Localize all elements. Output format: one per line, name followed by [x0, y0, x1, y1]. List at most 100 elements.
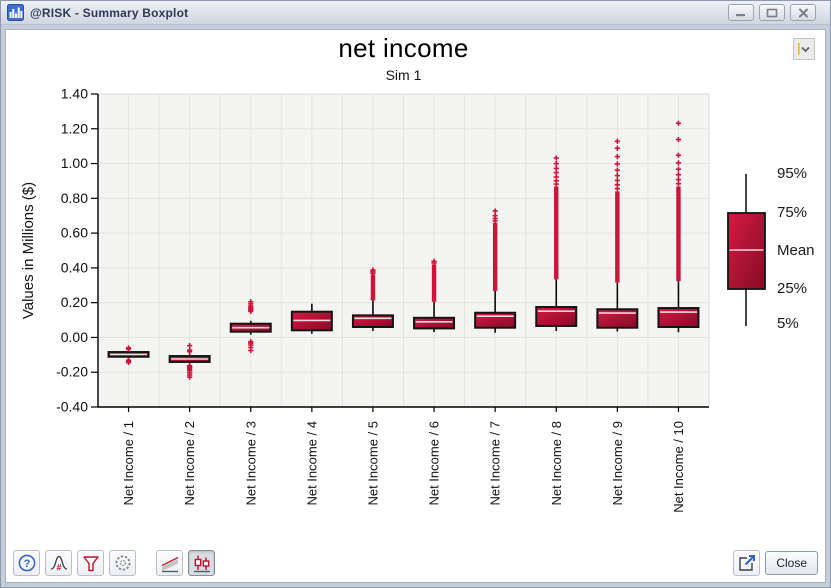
outlier-mark — [188, 347, 191, 353]
y-tick-label: 0.00 — [61, 329, 88, 345]
outlier-mark — [616, 161, 619, 167]
x-axis-label: Net Income / 3 — [243, 421, 258, 506]
export-arrow-icon — [739, 554, 755, 571]
x-axis-label: Net Income / 5 — [365, 421, 380, 506]
chart-panel: net income Sim 1 -0.40 -0.20 0.00 0.20 0.40 0… — [5, 29, 826, 583]
boxplot-series-3: Net Income / 3 — [229, 299, 272, 506]
outlier-mark — [677, 176, 680, 183]
settings-button[interactable] — [109, 549, 136, 576]
gear-icon — [114, 554, 131, 571]
outlier-mark — [677, 120, 680, 126]
outlier-mark — [555, 155, 558, 161]
legend-label: Mean — [777, 242, 815, 259]
outlier-mark — [677, 152, 680, 158]
outlier-mark — [494, 213, 496, 219]
svg-text:?: ? — [23, 558, 30, 570]
legend-label: 25% — [777, 280, 807, 297]
filter-button[interactable] — [77, 549, 104, 576]
outlier-mark — [616, 154, 619, 160]
outlier-mark — [677, 181, 680, 187]
outlier-mark — [555, 178, 558, 184]
outlier-mark — [494, 215, 496, 222]
minimize-button[interactable] — [728, 4, 754, 21]
svg-text:#: # — [56, 562, 61, 572]
y-tick-label: 0.60 — [61, 225, 88, 241]
x-axis-label: Net Income / 9 — [610, 421, 625, 506]
outlier-mark — [555, 165, 558, 172]
x-axis-label: Net Income / 7 — [488, 421, 503, 506]
y-axis-title: Values in Millions ($) — [20, 182, 37, 319]
boxplot-icon — [193, 555, 210, 572]
outlier-mark — [555, 169, 558, 176]
window-controls — [728, 4, 816, 21]
boxplot-chart: -0.40 -0.20 0.00 0.20 0.40 0.60 0.80 1.00 1.20 1.… — [20, 86, 815, 513]
legend: 95% 75% Mean 25% 5% — [727, 165, 815, 332]
chart-subtitle: Sim 1 — [385, 67, 422, 83]
y-tick-label: 1.00 — [61, 155, 88, 171]
titlebar[interactable]: @RISK - Summary Boxplot — [1, 1, 830, 25]
window-title: @RISK - Summary Boxplot — [30, 5, 189, 20]
outlier-mark — [616, 167, 619, 173]
outlier-mark — [372, 267, 374, 273]
box — [474, 311, 517, 329]
help-button[interactable]: ? — [13, 549, 40, 576]
box — [351, 314, 394, 329]
outlier-mark — [555, 160, 558, 167]
x-axis-label: Net Income / 4 — [304, 421, 319, 506]
boxplot-series-9: Net Income / 9 — [596, 138, 639, 506]
legend-box — [727, 212, 766, 290]
outlier-mark — [677, 136, 680, 143]
legend-label: 95% — [777, 165, 807, 182]
outlier-mark — [677, 172, 680, 178]
outlier-mark — [616, 138, 619, 144]
outlier-mark — [494, 208, 496, 214]
boxplot-series-4: Net Income / 4 — [290, 303, 333, 506]
close-button[interactable]: Close — [765, 550, 818, 575]
chart-title: net income — [338, 33, 469, 63]
minimize-icon — [736, 14, 745, 17]
outlier-mark — [249, 299, 252, 305]
outlier-mark — [249, 347, 252, 354]
outlier-mark — [555, 174, 558, 180]
legend-label: 5% — [777, 315, 799, 332]
boxplot-series-2: Net Income / 2 — [168, 343, 211, 506]
outlier-mark — [616, 145, 619, 151]
y-tick-label: -0.20 — [56, 364, 88, 380]
x-axis-label: Net Income / 10 — [671, 421, 686, 513]
boxplot-series-5: Net Income / 5 — [351, 267, 394, 506]
y-tick-label: 1.40 — [61, 86, 88, 102]
outlier-column — [492, 222, 498, 292]
boxplot-series-1: Net Income / 1 — [107, 345, 150, 506]
y-tick-label: 0.40 — [61, 259, 88, 275]
outlier-mark — [616, 182, 619, 188]
boxplot-chart-button[interactable] — [188, 549, 215, 576]
maximize-button[interactable] — [759, 4, 785, 21]
outlier-mark — [555, 181, 558, 187]
question-circle-icon: ? — [18, 554, 35, 571]
legend-label: 75% — [777, 204, 807, 221]
trend-chart-button[interactable] — [156, 549, 183, 576]
chevron-down-icon — [798, 43, 810, 55]
chart-options-dropdown[interactable] — [793, 38, 815, 60]
y-tick-label: -0.40 — [56, 399, 88, 415]
box — [657, 307, 700, 329]
close-window-button[interactable] — [790, 4, 816, 21]
export-button[interactable] — [733, 549, 761, 576]
y-tick-label: 0.20 — [61, 294, 88, 310]
x-axis-label: Net Income / 2 — [182, 421, 197, 506]
outlier-mark — [616, 185, 619, 192]
box — [596, 308, 639, 329]
box — [413, 316, 456, 330]
y-tick-label: 0.80 — [61, 190, 88, 206]
outlier-column — [370, 274, 376, 301]
outlier-column — [676, 186, 681, 282]
boxplot-series-7: Net Income / 7 — [474, 208, 517, 506]
maximize-icon — [766, 8, 778, 17]
outlier-mark — [188, 343, 191, 349]
x-axis-label: Net Income / 8 — [549, 421, 564, 506]
boxplot-series-6: Net Income / 6 — [413, 258, 456, 506]
bell-curve-icon: # — [50, 555, 67, 572]
distribution-button[interactable]: # — [45, 549, 72, 576]
outlier-column — [431, 264, 437, 302]
